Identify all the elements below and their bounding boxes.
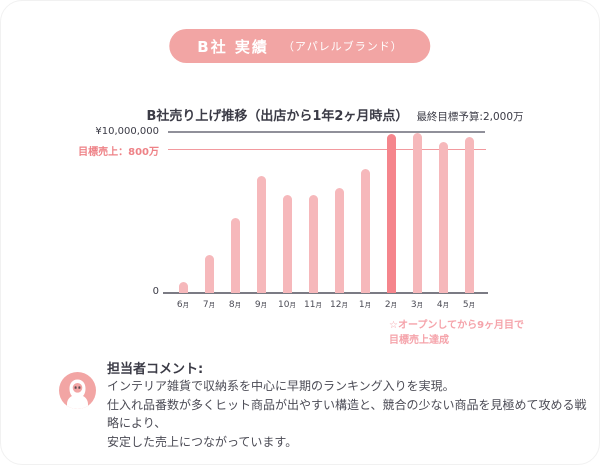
bar <box>282 194 292 293</box>
gridline-10m <box>168 131 485 133</box>
bar-highlight <box>386 134 396 293</box>
avatar <box>59 372 96 409</box>
comment-body: インテリア雑貨で収納系を中心に早期のランキング入りを実現。 仕入れ品番数が多くヒ… <box>107 377 587 451</box>
bar <box>438 141 448 293</box>
chart-title-row: B社売り上げ推移（出店から1年2ヶ月時点） 最終目標予算:2,000万 <box>71 105 599 124</box>
annotation-line-2: 目標売上達成 <box>389 334 449 346</box>
x-axis-label: 8月 <box>228 300 242 310</box>
comment-line: 安定した売上につながっています。 <box>107 434 298 449</box>
x-axis-label: 3月 <box>410 300 424 310</box>
chart-title: B社売り上げ推移（出店から1年2ヶ月時点） <box>146 109 409 124</box>
x-axis-label: 11月 <box>304 300 322 310</box>
bar <box>360 169 370 293</box>
x-axis-label: 2月 <box>384 300 398 310</box>
chart-subtitle: 最終目標予算:2,000万 <box>416 111 524 123</box>
bar <box>230 218 240 293</box>
bar <box>204 255 214 293</box>
bar <box>412 132 422 293</box>
goal-achieved-annotation: ☆オープンしてから9ヶ月目で 目標売上達成 <box>389 319 524 348</box>
badge-subtitle: （アパレルブランド） <box>282 40 403 53</box>
x-axis-label: 10月 <box>278 300 296 310</box>
badge-title: B社 実績 <box>197 37 269 56</box>
hooded-person-icon <box>59 372 96 409</box>
comment-line: 仕入れ品番数が多くヒット商品が出やすい構造と、競合の少ない商品を見極めて攻める戦… <box>107 397 587 431</box>
bar <box>308 194 318 293</box>
y-zero-label: 0 <box>152 286 159 297</box>
x-axis-label: 5月 <box>462 300 476 310</box>
x-axis-label: 4月 <box>436 300 450 310</box>
header-badge: B社 実績 （アパレルブランド） <box>169 29 431 63</box>
target-label: 目標売上：800万 <box>78 146 159 158</box>
bar <box>256 176 266 293</box>
x-axis-line <box>163 292 488 295</box>
bar <box>464 136 474 293</box>
comment-line: インテリア雑貨で収納系を中心に早期のランキング入りを実現。 <box>107 379 455 393</box>
x-axis-label: 1月 <box>358 300 372 310</box>
target-line <box>168 149 486 151</box>
x-axis-label: 6月 <box>176 300 190 310</box>
x-axis-label: 12月 <box>330 300 348 310</box>
y-max-label: ¥10,000,000 <box>95 126 159 137</box>
x-axis-label: 9月 <box>254 300 268 310</box>
bar <box>178 281 188 293</box>
x-axis-label: 7月 <box>202 300 216 310</box>
bar <box>334 187 344 293</box>
comment-heading: 担当者コメント: <box>107 362 204 377</box>
annotation-line-1: ☆オープンしてから9ヶ月目で <box>389 320 525 331</box>
